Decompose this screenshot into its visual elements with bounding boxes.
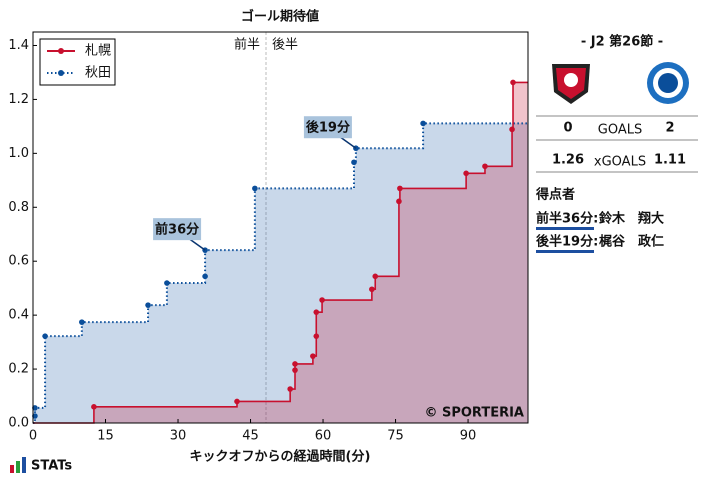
annotation-box	[153, 218, 202, 241]
annotation: 後19分	[306, 120, 350, 136]
x-tick-label: 90	[460, 429, 477, 444]
marker	[234, 398, 240, 405]
scorer-underline	[536, 250, 594, 253]
home-goals: 0	[563, 121, 572, 136]
marker	[292, 361, 298, 367]
area	[33, 82, 528, 424]
marker	[91, 404, 97, 410]
legend-label: 札幌	[85, 43, 111, 59]
y-tick-label: 0.4	[8, 308, 29, 323]
away-goals: 2	[665, 121, 674, 136]
scorer-underline	[536, 227, 594, 230]
watermark: © SPORTERIA	[424, 406, 524, 421]
xg-label: xGOALS	[594, 155, 646, 170]
marker	[202, 273, 208, 280]
marker	[397, 185, 403, 192]
x-tick-label: 0	[29, 429, 37, 444]
marker	[252, 185, 258, 192]
marker	[32, 413, 38, 419]
marker	[396, 198, 402, 205]
marker	[420, 120, 426, 127]
marker	[310, 353, 316, 359]
half-label: 後半	[272, 38, 298, 53]
half-label: 前半	[234, 37, 260, 53]
y-tick-label: 0.8	[8, 200, 29, 215]
x-tick-label: 30	[170, 429, 187, 444]
scorer-name: 梶谷 政仁	[599, 234, 664, 250]
footer: STATs	[31, 459, 72, 474]
marker	[351, 159, 357, 166]
plot-frame	[32, 31, 529, 424]
scorer-name: 鈴木 翔大	[599, 211, 664, 227]
annotation-box	[303, 116, 352, 139]
marker	[32, 405, 38, 411]
marker	[510, 79, 516, 86]
marker	[509, 126, 515, 133]
x-tick-label: 15	[97, 429, 114, 444]
marker	[145, 302, 151, 308]
marker	[164, 280, 170, 286]
marker	[372, 273, 379, 280]
y-tick-label: 1.4	[8, 38, 29, 53]
x-tick-label: 45	[242, 429, 259, 444]
marker	[287, 386, 293, 392]
marker	[482, 163, 488, 170]
marker	[313, 333, 320, 339]
home-xg: 1.26	[552, 153, 584, 168]
y-tick-label: 1.0	[8, 146, 29, 161]
marker	[42, 333, 48, 339]
area	[33, 123, 528, 424]
scorer-time: 前半36分:	[536, 211, 598, 227]
scorers-title: 得点者	[535, 187, 575, 203]
y-tick-label: 0.0	[8, 416, 29, 431]
marker	[292, 367, 298, 373]
y-tick-label: 1.2	[8, 92, 29, 107]
marker	[319, 297, 325, 303]
y-tick-label: 0.6	[8, 254, 29, 269]
chart-title: ゴール期待値	[241, 9, 319, 25]
x-tick-label: 60	[315, 429, 332, 444]
footer-logo	[10, 457, 26, 473]
x-tick-label: 75	[387, 429, 404, 444]
x-axis-label: キックオフからの経過時間(分)	[190, 449, 371, 465]
goals-label: GOALS	[598, 123, 642, 138]
step-line	[33, 81, 528, 424]
annotation: 前36分	[155, 222, 199, 238]
marker	[463, 170, 469, 177]
home-logo	[552, 64, 590, 104]
legend-box	[39, 38, 116, 86]
marker	[79, 319, 85, 325]
step-line	[33, 122, 528, 424]
legend-marker	[58, 70, 64, 76]
scorer-time: 後半19分:	[536, 234, 598, 250]
away-logo	[647, 62, 689, 104]
y-tick-label: 0.2	[8, 362, 29, 377]
round: - J2 第26節 -	[581, 34, 663, 50]
legend-marker	[58, 48, 64, 54]
away-xg: 1.11	[654, 153, 686, 168]
marker	[313, 309, 320, 315]
marker	[369, 286, 375, 293]
legend-label: 秋田	[85, 66, 111, 81]
